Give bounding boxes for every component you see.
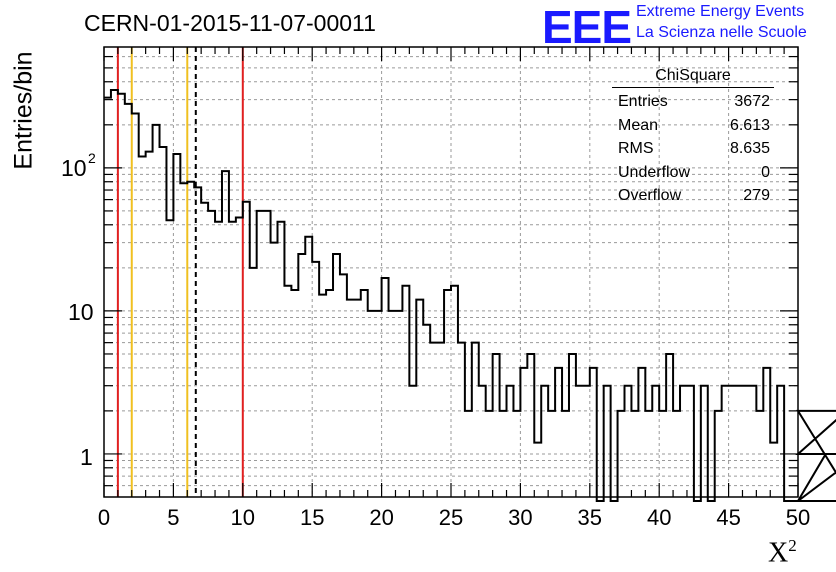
- x-tick-label: 20: [369, 505, 393, 530]
- x-tick-label: 35: [578, 505, 602, 530]
- x-tick-label: 25: [439, 505, 463, 530]
- stats-box: ChiSquare Entries 3672 Mean 6.613 RMS 8.635…: [608, 67, 778, 208]
- x-axis-ticks: [103, 47, 799, 497]
- stats-label: Mean: [618, 116, 659, 134]
- stats-label: Overflow: [618, 187, 682, 204]
- stats-row-entries: Entries 3672: [608, 90, 778, 114]
- x-tick-label: 50: [786, 505, 810, 530]
- stats-row-rms: RMS 8.635: [608, 137, 778, 161]
- stats-value: 279: [743, 187, 770, 204]
- vertical-markers: [116, 47, 244, 497]
- stats-label: Underflow: [618, 163, 691, 181]
- x-tick-label: 30: [508, 505, 532, 530]
- x-axis-label-superscript: 2: [788, 536, 797, 555]
- eee-logo: EEE: [542, 1, 632, 53]
- y-tick-label-10: 10: [68, 299, 94, 325]
- logo-line-2: La Scienza nelle Scuole: [636, 24, 807, 41]
- stats-title: ChiSquare: [612, 67, 774, 88]
- x-tick-label: 10: [231, 505, 255, 530]
- stats-value: 3672: [734, 93, 770, 110]
- x-axis-label: X2: [768, 536, 797, 569]
- y-axis-tick-labels: 1 10 10 2: [61, 150, 96, 470]
- stats-row-mean: Mean 6.613: [608, 114, 778, 138]
- x-axis-label-base: X: [768, 537, 789, 569]
- y-tick-label-1: 1: [80, 444, 93, 470]
- histogram-line: [104, 89, 836, 502]
- stats-value: 6.613: [729, 116, 770, 134]
- stats-label: RMS: [618, 140, 654, 157]
- stats-value: 0: [761, 163, 770, 181]
- run-title: CERN-01-2015-11-07-00011: [84, 10, 376, 36]
- x-tick-label: 0: [98, 505, 110, 530]
- y-tick-label-100: 10: [61, 155, 87, 181]
- y-tick-label-100-exponent: 2: [88, 150, 96, 166]
- x-tick-label: 40: [647, 505, 671, 530]
- y-axis-ticks: [104, 55, 798, 487]
- stats-row-underflow: Underflow 0: [608, 161, 778, 185]
- x-tick-label: 5: [167, 505, 179, 530]
- y-axis-label: Entries/bin: [9, 51, 38, 170]
- stats-row-overflow: Overflow 279: [608, 184, 778, 208]
- stats-label: Entries: [618, 93, 668, 110]
- stats-value: 8.635: [729, 140, 770, 157]
- x-axis-tick-labels: 0 5 10 15 20 25 30 35 40 45 50: [98, 505, 810, 530]
- x-tick-label: 45: [716, 505, 740, 530]
- x-tick-label: 15: [300, 505, 324, 530]
- logo-line-1: Extreme Energy Events: [636, 3, 805, 20]
